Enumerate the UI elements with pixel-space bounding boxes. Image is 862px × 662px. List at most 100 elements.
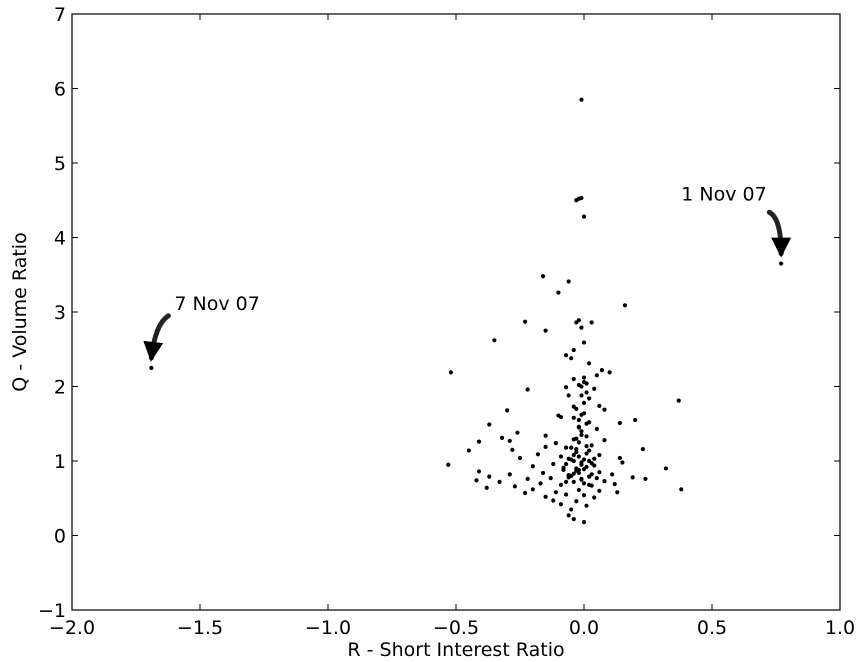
data-point bbox=[563, 353, 569, 358]
data-point bbox=[617, 420, 622, 426]
data-point bbox=[563, 445, 569, 450]
data-point bbox=[576, 467, 581, 473]
data-point bbox=[579, 462, 584, 467]
data-point bbox=[571, 376, 576, 382]
data-point bbox=[576, 440, 581, 445]
data-point bbox=[507, 438, 512, 443]
data-point bbox=[584, 381, 589, 386]
data-point bbox=[640, 446, 645, 452]
data-point bbox=[597, 488, 602, 493]
data-point bbox=[607, 370, 612, 375]
data-point bbox=[630, 475, 635, 480]
data-point bbox=[556, 290, 561, 295]
data-point bbox=[566, 279, 571, 284]
x-tick-label: 0.0 bbox=[569, 617, 599, 639]
data-point bbox=[571, 452, 576, 458]
data-point bbox=[576, 470, 581, 476]
data-point bbox=[587, 396, 592, 401]
data-point bbox=[551, 461, 556, 467]
x-tick-label: 0.5 bbox=[697, 617, 727, 639]
data-point bbox=[499, 435, 505, 441]
data-point bbox=[571, 415, 576, 420]
x-tick-label: −1.5 bbox=[177, 617, 223, 639]
data-point bbox=[543, 328, 548, 333]
data-point bbox=[581, 493, 587, 498]
data-point bbox=[510, 447, 515, 452]
data-point bbox=[643, 476, 648, 481]
data-point bbox=[563, 461, 569, 467]
data-point bbox=[563, 385, 569, 390]
data-point bbox=[566, 393, 571, 398]
data-point bbox=[535, 452, 541, 457]
y-tick-label: 1 bbox=[54, 451, 66, 473]
y-tick-label: 3 bbox=[54, 302, 66, 324]
data-point bbox=[597, 452, 602, 458]
data-point bbox=[576, 487, 581, 493]
x-axis-title: R - Short Interest Ratio bbox=[347, 639, 564, 661]
data-point bbox=[594, 426, 599, 432]
data-point bbox=[581, 214, 587, 219]
data-point bbox=[492, 338, 497, 343]
data-point bbox=[566, 475, 571, 480]
data-point bbox=[581, 400, 587, 405]
data-point bbox=[622, 303, 628, 308]
data-point bbox=[569, 356, 574, 361]
y-tick-label: 6 bbox=[54, 79, 66, 101]
data-point bbox=[589, 472, 594, 477]
data-point bbox=[589, 320, 594, 325]
data-point bbox=[574, 499, 579, 504]
data-point bbox=[592, 495, 597, 500]
data-point bbox=[574, 406, 579, 411]
data-point bbox=[523, 490, 528, 496]
data-point bbox=[540, 274, 546, 279]
data-point bbox=[543, 433, 548, 438]
data-point bbox=[563, 492, 569, 497]
data-point bbox=[543, 494, 548, 499]
data-point bbox=[530, 464, 535, 469]
data-point bbox=[497, 479, 502, 484]
data-point bbox=[579, 97, 584, 102]
data-point bbox=[579, 429, 584, 434]
x-tick-label: −0.5 bbox=[433, 617, 479, 639]
data-point bbox=[543, 444, 548, 449]
annotation-label: 7 Nov 07 bbox=[174, 293, 259, 315]
data-point bbox=[633, 417, 638, 423]
data-point bbox=[576, 318, 581, 323]
data-point bbox=[515, 430, 520, 435]
data-point bbox=[474, 478, 479, 483]
data-point bbox=[589, 461, 594, 466]
data-point bbox=[530, 487, 535, 492]
data-point bbox=[571, 479, 576, 484]
data-point bbox=[558, 502, 564, 507]
data-point bbox=[597, 470, 602, 475]
data-point bbox=[576, 425, 581, 430]
data-point bbox=[663, 466, 669, 471]
y-tick-label: 4 bbox=[54, 228, 66, 250]
data-point bbox=[576, 417, 581, 423]
data-point bbox=[553, 441, 558, 446]
y-tick-label: 7 bbox=[54, 4, 66, 26]
data-point bbox=[576, 454, 581, 459]
points-layer bbox=[149, 97, 784, 525]
data-point bbox=[548, 476, 553, 481]
data-point bbox=[558, 454, 564, 459]
data-point bbox=[571, 471, 576, 476]
data-point bbox=[597, 403, 602, 408]
data-point bbox=[579, 476, 584, 481]
data-point bbox=[507, 472, 512, 477]
data-point bbox=[587, 482, 592, 487]
data-point bbox=[484, 485, 489, 490]
data-point bbox=[581, 481, 587, 486]
data-point bbox=[602, 438, 607, 443]
data-point bbox=[571, 347, 576, 353]
annotation-arrow bbox=[766, 209, 792, 258]
data-point bbox=[779, 261, 784, 266]
y-tick-label: −1 bbox=[38, 600, 66, 622]
data-point bbox=[538, 481, 543, 486]
annotation-arrow bbox=[143, 313, 171, 362]
plot-area bbox=[72, 14, 840, 610]
data-point bbox=[679, 487, 684, 492]
annotations-layer: 7 Nov 07 1 Nov 07 bbox=[143, 183, 792, 362]
data-point bbox=[574, 446, 579, 452]
data-point bbox=[594, 373, 599, 378]
